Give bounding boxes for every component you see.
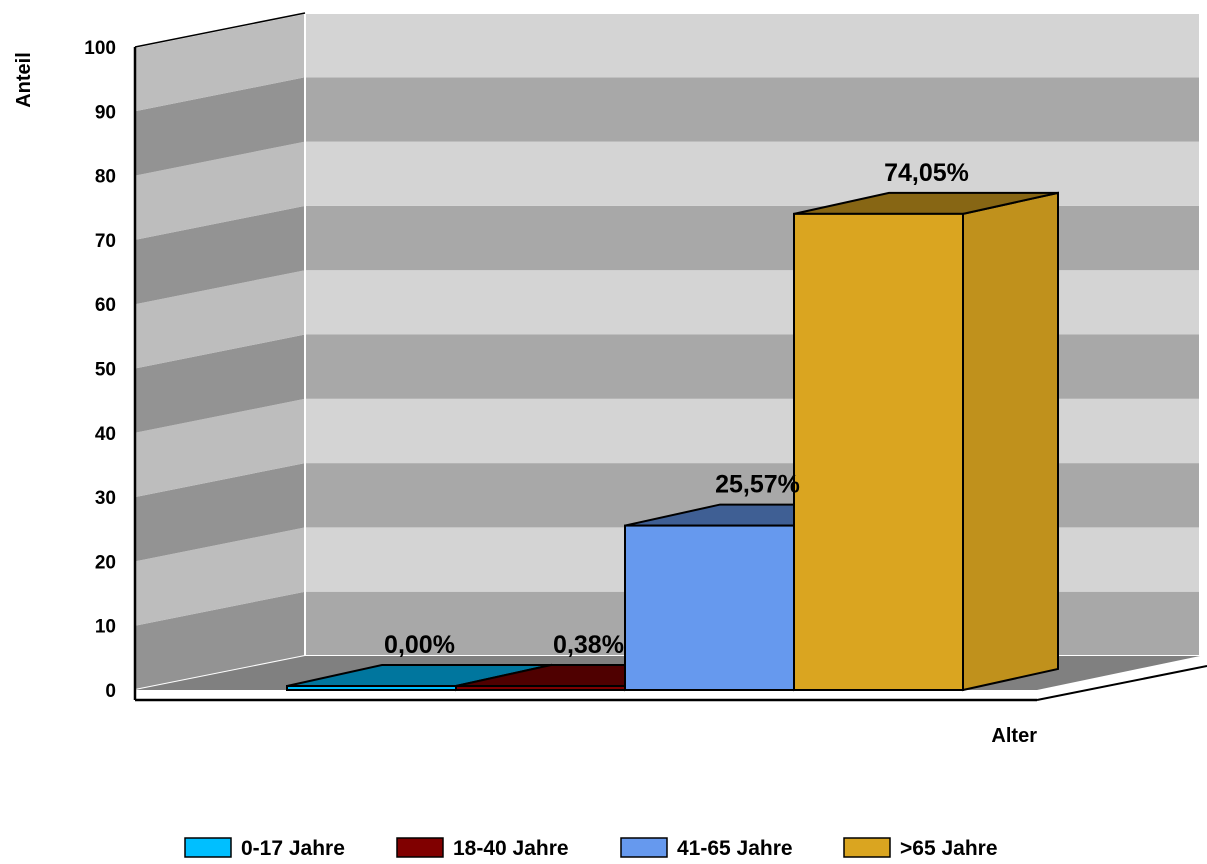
- y-tick-label: 100: [84, 38, 116, 59]
- legend-item: 0-17 Jahre: [184, 837, 345, 860]
- axes: [133, 12, 1207, 702]
- y-axis-title: Anteil: [13, 52, 35, 108]
- y-tick-label: 10: [95, 617, 116, 638]
- x-axis-title: Alter: [991, 725, 1037, 747]
- back-wall-band: [305, 398, 1200, 464]
- side-wall-band: [135, 77, 305, 176]
- legend-swatch: [396, 837, 444, 858]
- y-tick-label: 20: [95, 552, 116, 573]
- bar-front: [455, 685, 626, 691]
- legend-swatch: [843, 837, 891, 858]
- side-wall-band: [135, 270, 305, 369]
- back-wall-band: [305, 334, 1200, 399]
- bars: [286, 191, 1059, 692]
- legend-item: 41-65 Jahre: [620, 837, 793, 860]
- side-wall-band: [135, 398, 305, 498]
- legend-label: 0-17 Jahre: [241, 837, 345, 860]
- legend-item: 18-40 Jahre: [396, 837, 569, 860]
- legend-label: 41-65 Jahre: [677, 837, 793, 860]
- y-tick-label: 60: [95, 295, 116, 316]
- side-wall-band: [135, 591, 305, 690]
- side-wall-band: [135, 205, 305, 305]
- legend-swatch: [620, 837, 668, 858]
- bar: [793, 191, 1059, 692]
- data-label: 0,00%: [384, 631, 455, 659]
- y-tick-label: 30: [95, 488, 116, 509]
- legend: 0-17 Jahre 18-40 Jahre 41-65 Jahre >65 Jahr…: [184, 837, 998, 860]
- back-wall-band: [305, 13, 1200, 78]
- bar-front: [793, 212, 964, 692]
- y-tick-label: 70: [95, 231, 116, 252]
- side-wall-band: [135, 463, 305, 562]
- y-axis-depth-line: [134, 12, 306, 48]
- y-tick-label: 40: [95, 424, 116, 445]
- data-label: 25,57%: [715, 471, 800, 499]
- data-label: 0,38%: [553, 631, 624, 659]
- back-wall-band: [305, 77, 1200, 142]
- data-labels: 0,00% 0,38% 25,57% 74,05%: [384, 159, 969, 659]
- y-tick-label: 0: [105, 681, 116, 702]
- side-wall: [134, 11, 306, 692]
- side-wall-band: [135, 13, 305, 112]
- side-wall-band: [135, 141, 305, 240]
- legend-swatch: [184, 837, 232, 858]
- back-wall-band: [305, 270, 1200, 335]
- bar-front: [624, 524, 795, 691]
- legend-item: >65 Jahre: [843, 837, 998, 860]
- data-label: 74,05%: [884, 159, 969, 187]
- bar-front: [286, 685, 457, 691]
- side-wall-band: [135, 334, 305, 433]
- y-tick-label: 80: [95, 167, 116, 188]
- back-wall-band: [305, 205, 1200, 271]
- y-tick-label: 90: [95, 102, 116, 123]
- y-tick-label: 50: [95, 360, 116, 381]
- legend-label: 18-40 Jahre: [453, 837, 569, 860]
- x-axis-depth-line: [1036, 665, 1207, 701]
- side-wall-band: [135, 527, 305, 626]
- legend-label: >65 Jahre: [900, 837, 998, 860]
- bar-side: [962, 191, 1059, 692]
- back-wall-band: [305, 141, 1200, 206]
- y-tick-labels: 0 10 20 30 40 50 60 70 80 90 100: [84, 38, 116, 702]
